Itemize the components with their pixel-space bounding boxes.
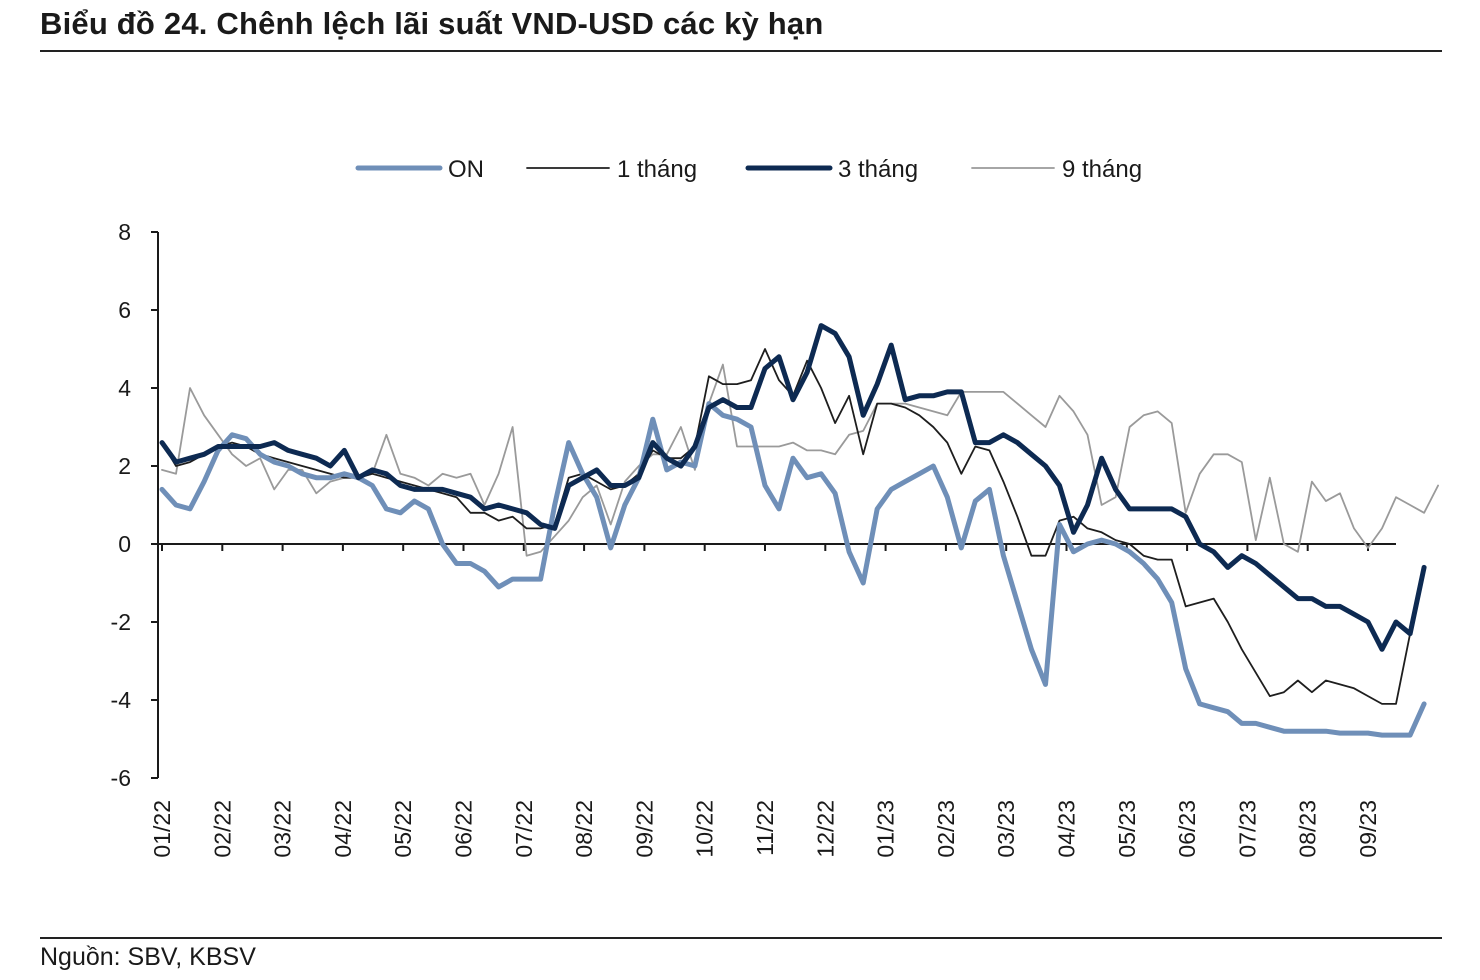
legend-label: 9 tháng bbox=[1062, 156, 1142, 183]
x-tick-label: 01/23 bbox=[873, 800, 899, 858]
y-tick-label: 2 bbox=[118, 453, 131, 479]
y-tick-label: -6 bbox=[111, 765, 131, 791]
x-axis: 01/22 02/22 03/22 04/22 05/22 06/22 07/22 08/22… bbox=[149, 543, 1396, 858]
x-tick-label: 04/22 bbox=[330, 800, 356, 858]
x-tick-label: 06/23 bbox=[1174, 800, 1200, 858]
x-tick-label: 03/22 bbox=[270, 800, 296, 858]
series-lines bbox=[159, 323, 1439, 738]
source-note: Nguồn: SBV, KBSV bbox=[40, 943, 256, 971]
x-tick-label: 05/22 bbox=[390, 800, 416, 858]
x-tick-label: 06/22 bbox=[451, 800, 477, 858]
x-tick-label: 03/23 bbox=[993, 800, 1019, 858]
series-line-1 bbox=[159, 401, 1427, 738]
legend-label: ON bbox=[448, 156, 484, 183]
chart-title: Biểu đồ 24. Chênh lệch lãi suất VND-USD … bbox=[40, 6, 824, 41]
x-tick-label: 01/22 bbox=[149, 800, 175, 858]
y-tick-label: 4 bbox=[118, 375, 131, 401]
chart-legend: ON 1 tháng 3 tháng 9 tháng bbox=[355, 156, 1142, 183]
series-line-3 bbox=[159, 323, 1427, 652]
x-tick-label: 05/23 bbox=[1114, 800, 1140, 858]
y-tick-label: 8 bbox=[118, 219, 131, 245]
x-tick-label: 09/22 bbox=[631, 800, 657, 858]
y-axis: -6 -4 -2 0 2 4 6 8 bbox=[111, 219, 159, 791]
x-tick-label: 04/23 bbox=[1054, 800, 1080, 858]
top-rule bbox=[40, 50, 1442, 52]
legend-label: 3 tháng bbox=[838, 156, 918, 183]
y-tick-label: -4 bbox=[111, 687, 132, 713]
legend-label: 1 tháng bbox=[617, 156, 697, 183]
series-line-2 bbox=[161, 348, 1411, 705]
x-tick-label: 07/22 bbox=[511, 800, 537, 858]
x-tick-label: 08/22 bbox=[571, 800, 597, 858]
x-tick-label: 02/23 bbox=[933, 800, 959, 858]
y-tick-label: 6 bbox=[118, 297, 131, 323]
y-tick-label: -2 bbox=[111, 609, 131, 635]
x-tick-label: 08/23 bbox=[1295, 800, 1321, 858]
x-tick-label: 11/22 bbox=[752, 800, 778, 856]
y-tick-label: 0 bbox=[118, 531, 131, 557]
x-tick-label: 02/22 bbox=[209, 800, 235, 858]
series-line-4 bbox=[161, 363, 1439, 557]
bottom-rule bbox=[40, 937, 1442, 939]
x-tick-label: 12/22 bbox=[812, 800, 838, 858]
x-tick-label: 09/23 bbox=[1355, 800, 1381, 858]
x-tick-label: 10/22 bbox=[692, 800, 718, 858]
x-tick-label: 07/23 bbox=[1234, 800, 1260, 858]
